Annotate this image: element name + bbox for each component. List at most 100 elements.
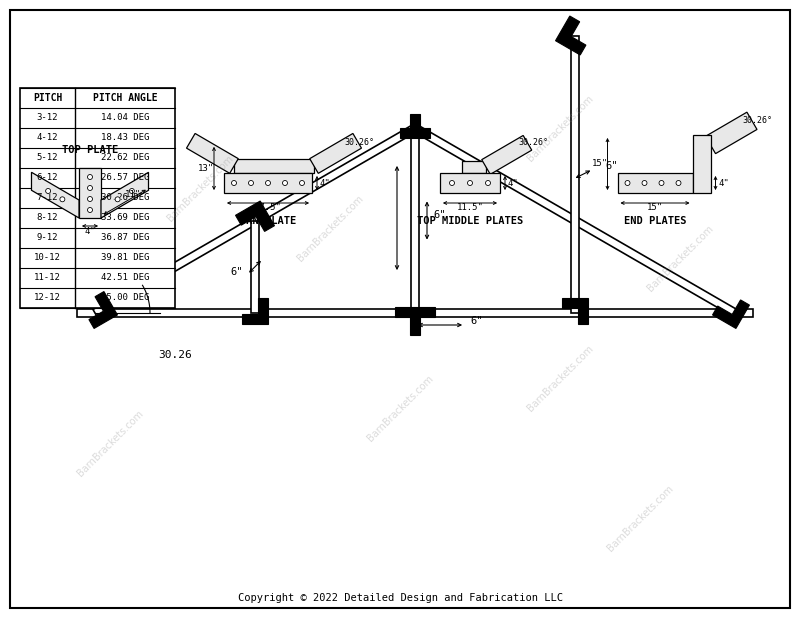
Text: PITCH ANGLE: PITCH ANGLE: [93, 93, 158, 103]
Text: BarnBrackets.com: BarnBrackets.com: [365, 373, 435, 443]
Circle shape: [87, 197, 93, 201]
Polygon shape: [562, 298, 588, 324]
Circle shape: [87, 208, 93, 213]
Polygon shape: [31, 172, 79, 218]
Circle shape: [467, 180, 473, 185]
Text: BarnBrackets.com: BarnBrackets.com: [75, 408, 145, 478]
Circle shape: [266, 180, 270, 185]
Text: 33.69 DEG: 33.69 DEG: [101, 213, 149, 222]
Text: 11": 11": [125, 190, 141, 198]
Text: BarnBrackets.com: BarnBrackets.com: [165, 153, 235, 223]
Circle shape: [676, 180, 681, 185]
Text: 8-12: 8-12: [37, 213, 58, 222]
Text: 10-12: 10-12: [34, 253, 61, 263]
Text: 6-12: 6-12: [37, 174, 58, 182]
Circle shape: [282, 180, 287, 185]
Text: 3-12: 3-12: [37, 114, 58, 122]
Text: Copyright © 2022 Detailed Design and Fabrication LLC: Copyright © 2022 Detailed Design and Fab…: [238, 593, 562, 603]
Text: 4-12: 4-12: [37, 133, 58, 143]
Circle shape: [299, 180, 305, 185]
Polygon shape: [395, 307, 435, 335]
Text: BarnBrackets.com: BarnBrackets.com: [605, 483, 675, 553]
Bar: [618, 173, 693, 193]
Text: 45.00 DEG: 45.00 DEG: [101, 294, 149, 302]
Circle shape: [486, 180, 490, 185]
Polygon shape: [251, 221, 259, 313]
Polygon shape: [186, 133, 238, 173]
Polygon shape: [555, 16, 586, 55]
Bar: [440, 173, 500, 193]
Circle shape: [642, 180, 647, 185]
Text: 30.26: 30.26: [158, 350, 192, 360]
Bar: [224, 173, 312, 193]
Circle shape: [659, 180, 664, 185]
Text: 14.04 DEG: 14.04 DEG: [101, 114, 149, 122]
Polygon shape: [77, 308, 753, 318]
Text: FAN PLATE: FAN PLATE: [240, 216, 296, 226]
Text: 36.87 DEG: 36.87 DEG: [101, 234, 149, 242]
Polygon shape: [571, 35, 579, 313]
Text: 17.5": 17.5": [254, 203, 282, 213]
Text: 15": 15": [647, 203, 663, 213]
Text: 30.26 DEG: 30.26 DEG: [101, 193, 149, 203]
Circle shape: [249, 180, 254, 185]
Text: 18.43 DEG: 18.43 DEG: [101, 133, 149, 143]
Polygon shape: [235, 201, 274, 231]
Text: 5-12: 5-12: [37, 153, 58, 163]
Text: 7-12: 7-12: [37, 193, 58, 203]
Polygon shape: [101, 172, 149, 218]
Text: 39.81 DEG: 39.81 DEG: [101, 253, 149, 263]
Text: 11-12: 11-12: [34, 274, 61, 282]
Circle shape: [450, 180, 454, 185]
Text: 30.26°: 30.26°: [344, 138, 374, 147]
Text: 30.26°: 30.26°: [518, 138, 548, 147]
Text: 13": 13": [198, 164, 214, 173]
Text: 4": 4": [718, 179, 729, 187]
Text: BarnBrackets.com: BarnBrackets.com: [525, 343, 595, 413]
Text: 6": 6": [433, 211, 446, 221]
Text: TOP MIDDLE PLATES: TOP MIDDLE PLATES: [417, 216, 523, 226]
Text: 9-12: 9-12: [37, 234, 58, 242]
Bar: [20, 88, 175, 308]
Polygon shape: [413, 125, 737, 316]
Text: 4": 4": [320, 179, 330, 187]
Circle shape: [60, 197, 65, 202]
Text: BarnBrackets.com: BarnBrackets.com: [645, 223, 715, 293]
Polygon shape: [89, 292, 118, 328]
Polygon shape: [482, 135, 532, 174]
Circle shape: [625, 180, 630, 185]
Text: 12-12: 12-12: [34, 294, 61, 302]
Bar: [234, 159, 314, 173]
Text: END PLATES: END PLATES: [624, 216, 686, 226]
Text: BarnBrackets.com: BarnBrackets.com: [525, 93, 595, 163]
Text: 11.5": 11.5": [457, 203, 483, 213]
Text: 30.26°: 30.26°: [742, 116, 773, 125]
Circle shape: [87, 185, 93, 190]
Text: TOP PLATE: TOP PLATE: [62, 145, 118, 155]
Text: 6": 6": [470, 316, 482, 326]
Polygon shape: [242, 298, 268, 324]
Text: PITCH: PITCH: [33, 93, 62, 103]
Circle shape: [130, 188, 134, 193]
Bar: [79, 168, 101, 218]
Text: 4": 4": [85, 227, 95, 235]
Bar: [462, 161, 486, 173]
Circle shape: [46, 188, 50, 193]
Circle shape: [231, 180, 237, 185]
Text: 6": 6": [230, 267, 243, 277]
Text: 26.57 DEG: 26.57 DEG: [101, 174, 149, 182]
Polygon shape: [400, 114, 430, 138]
Bar: [693, 135, 710, 193]
Text: 15": 15": [591, 159, 607, 169]
Circle shape: [87, 174, 93, 179]
Polygon shape: [310, 133, 362, 173]
Text: 22.62 DEG: 22.62 DEG: [101, 153, 149, 163]
Circle shape: [115, 197, 120, 202]
Text: 42.51 DEG: 42.51 DEG: [101, 274, 149, 282]
Polygon shape: [411, 128, 419, 313]
Polygon shape: [93, 125, 417, 316]
Text: 4": 4": [508, 179, 518, 187]
Polygon shape: [713, 300, 750, 328]
Text: BarnBrackets.com: BarnBrackets.com: [295, 193, 365, 263]
Polygon shape: [706, 112, 757, 154]
